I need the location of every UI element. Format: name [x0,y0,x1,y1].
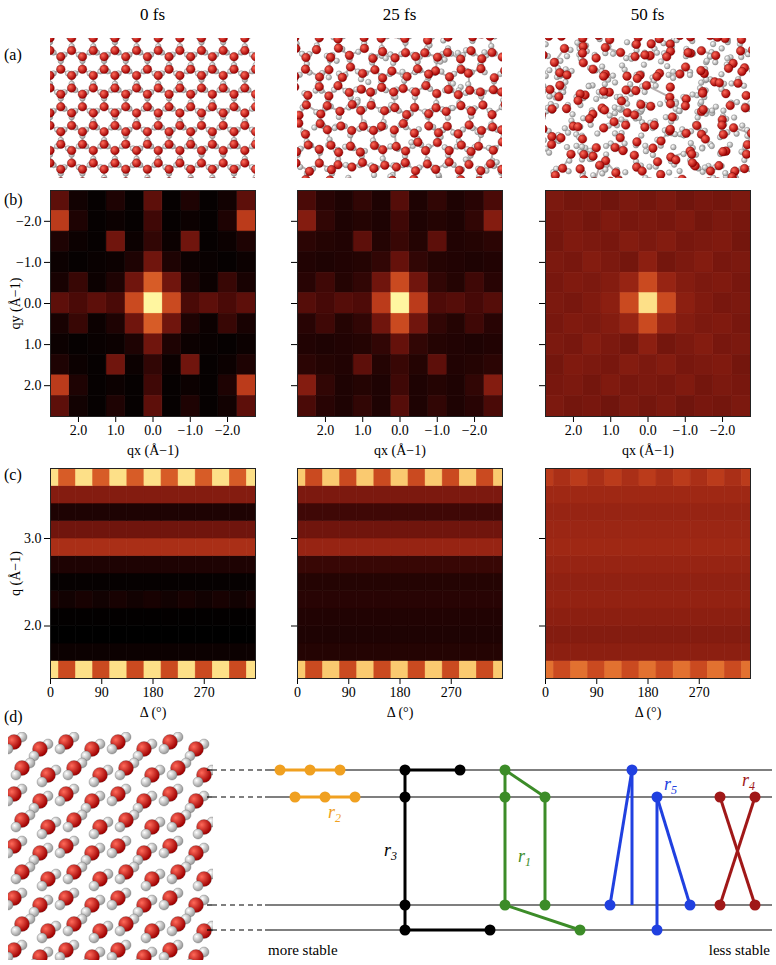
svg-text:1.0: 1.0 [24,337,42,352]
svg-text:3.0: 3.0 [24,531,42,546]
svg-text:−2.0: −2.0 [710,423,735,438]
svg-text:2.0: 2.0 [24,378,42,393]
svg-text:−1.0: −1.0 [425,423,450,438]
svg-text:0: 0 [542,685,549,700]
svg-text:more stable: more stable [268,942,338,958]
svg-text:r3: r3 [384,840,397,863]
svg-text:180: 180 [638,685,659,700]
svg-text:−2.0: −2.0 [462,423,487,438]
svg-text:270: 270 [194,685,215,700]
svg-text:r2: r2 [328,802,341,825]
svg-text:0 fs: 0 fs [140,5,165,24]
svg-text:qx (Å−1): qx (Å−1) [622,443,674,459]
svg-text:(d): (d) [4,708,23,726]
svg-text:Δ (°): Δ (°) [140,705,167,721]
svg-text:(c): (c) [4,466,22,484]
svg-text:2.0: 2.0 [70,423,88,438]
svg-text:qx (Å−1): qx (Å−1) [127,443,179,459]
svg-text:r4: r4 [742,770,755,793]
svg-text:270: 270 [441,685,462,700]
svg-text:0.0: 0.0 [144,423,162,438]
svg-text:180: 180 [390,685,411,700]
svg-text:2.0: 2.0 [317,423,335,438]
svg-text:0: 0 [294,685,301,700]
svg-text:less stable: less stable [709,942,771,958]
svg-text:0: 0 [47,685,54,700]
svg-text:90: 90 [95,685,109,700]
svg-text:Δ (°): Δ (°) [635,705,662,721]
svg-text:0.0: 0.0 [24,296,42,311]
svg-text:1.0: 1.0 [602,423,620,438]
svg-text:−2.0: −2.0 [215,423,240,438]
svg-text:90: 90 [590,685,604,700]
svg-text:1.0: 1.0 [107,423,125,438]
svg-text:(a): (a) [4,46,22,64]
svg-text:q (Å−1): q (Å−1) [8,551,24,596]
svg-text:r1: r1 [518,846,531,869]
svg-text:−2.0: −2.0 [16,214,41,229]
svg-text:180: 180 [143,685,164,700]
svg-text:qx (Å−1): qx (Å−1) [374,443,426,459]
svg-text:1.0: 1.0 [354,423,372,438]
svg-text:25 fs: 25 fs [383,5,417,24]
svg-text:qy (Å−1): qy (Å−1) [8,277,24,329]
svg-text:Δ (°): Δ (°) [387,705,414,721]
svg-text:0.0: 0.0 [391,423,409,438]
svg-text:2.0: 2.0 [565,423,583,438]
svg-text:(b): (b) [4,191,23,209]
svg-text:0.0: 0.0 [639,423,657,438]
svg-text:2.0: 2.0 [24,618,42,633]
svg-text:50 fs: 50 fs [631,5,665,24]
svg-text:r5: r5 [664,774,677,797]
svg-text:270: 270 [689,685,710,700]
svg-text:90: 90 [342,685,356,700]
svg-text:−1.0: −1.0 [16,255,41,270]
svg-text:−1.0: −1.0 [673,423,698,438]
svg-text:−1.0: −1.0 [178,423,203,438]
